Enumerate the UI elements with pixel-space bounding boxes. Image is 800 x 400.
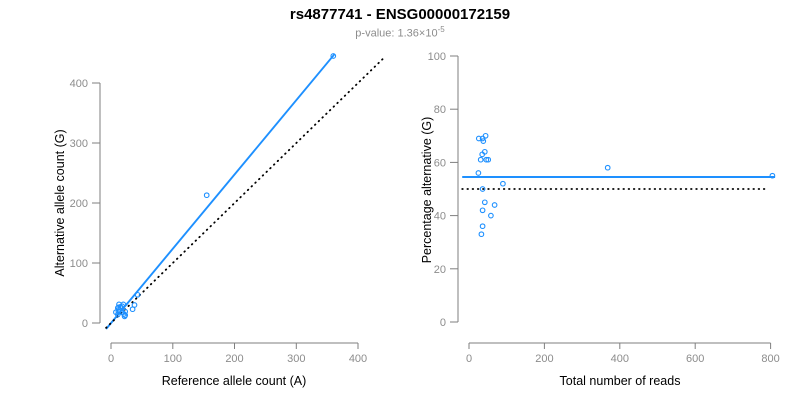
left-xaxis-title: Reference allele count (A) [162,374,307,388]
data-point [604,164,611,171]
data-point [203,192,210,199]
y-tick-label: 40 [434,211,446,223]
left-scatter-plot: 0 100 200 300 400 0 100 200 300 400 [70,53,387,365]
data-point [479,207,486,214]
left-yaxis-title: Alternative allele count (G) [53,129,67,276]
data-point [491,202,498,208]
data-point [475,135,482,142]
x-tick-label: 400 [349,353,367,365]
data-point [479,151,486,158]
data-point [481,199,488,206]
y-tick-label: 80 [434,104,446,116]
data-point [129,306,136,313]
x-tick-label: 600 [686,353,704,365]
y-tick-label: 60 [434,157,446,169]
right-scatter-plot: 0 200 400 600 800 0 20 40 60 80 100 [428,51,780,365]
data-point [500,180,506,187]
data-point [120,301,127,308]
x-tick-label: 100 [164,353,182,365]
data-point [114,311,121,318]
data-point [479,223,486,230]
data-point [480,138,487,144]
data-point [485,156,492,163]
pvalue-exponent: -5 [437,25,445,34]
y-tick-label: 100 [428,51,446,63]
x-tick-label: 800 [761,353,779,365]
figure-title: rs4877741 - ENSG00000172159 [289,6,511,23]
data-point [121,311,127,317]
identity-line [105,55,387,329]
x-tick-label: 400 [611,353,629,365]
x-tick-label: 200 [535,353,553,365]
pvalue-text: p-value: 1.36×10 [355,27,438,40]
y-tick-label: 300 [70,138,88,150]
y-tick-label: 200 [70,198,88,210]
figure-subtitle: p-value: 1.36×10-5 [0,25,800,40]
y-tick-label: 0 [82,318,88,330]
y-tick-label: 400 [70,78,88,90]
x-tick-label: 200 [225,353,243,365]
y-tick-label: 20 [434,264,446,276]
regression-line [105,53,336,330]
right-yaxis-title: Percentage alternative (G) [420,117,434,264]
data-point [477,156,484,163]
x-tick-label: 0 [108,353,114,365]
data-point [478,231,485,238]
data-point [115,308,122,315]
data-point [475,170,482,176]
x-tick-label: 0 [466,353,472,365]
data-point [134,291,141,298]
data-point [769,172,776,179]
x-tick-label: 300 [287,353,305,365]
data-point [330,53,337,59]
data-point [482,132,489,139]
y-tick-label: 100 [70,258,88,270]
data-point [483,156,490,163]
right-xaxis-title: Total number of reads [560,374,681,388]
data-point [479,186,486,192]
data-point [121,313,128,320]
y-tick-label: 0 [440,317,446,329]
data-point [488,212,494,219]
